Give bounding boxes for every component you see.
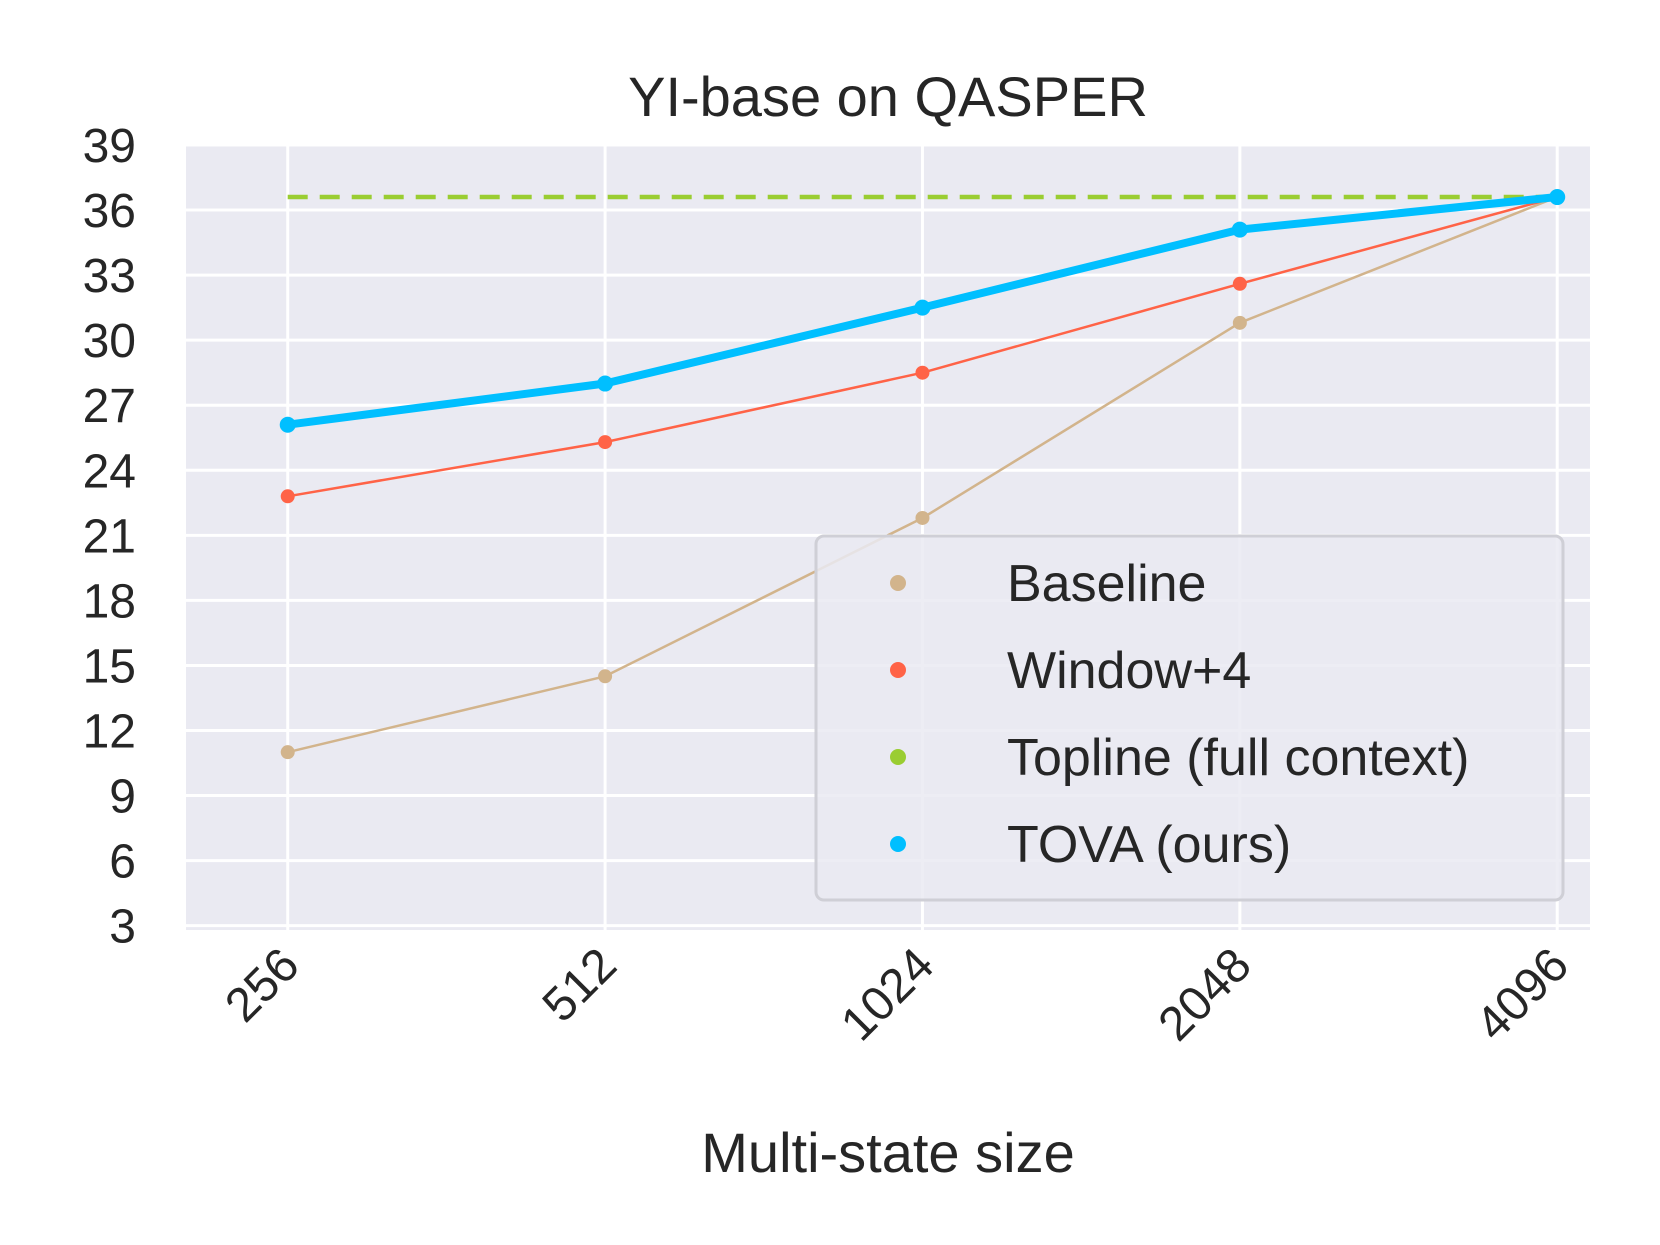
data-point-baseline: [915, 510, 930, 525]
series-lines: [279, 189, 1566, 760]
data-point-baseline: [1232, 315, 1247, 330]
y-tick-label: 39: [83, 120, 136, 173]
x-tick-label: 4096: [1466, 938, 1579, 1051]
legend-label-window-4: Window+4: [1007, 642, 1251, 700]
chart-title: YI-base on QASPER: [628, 65, 1148, 128]
legend-marker-tova-ours: [890, 836, 906, 852]
y-tick-label: 9: [109, 771, 136, 824]
x-tick-label: 2048: [1149, 938, 1262, 1051]
y-tick-label: 27: [83, 380, 136, 433]
legend: Baseline Window+4 Topline (full context) TO…: [814, 534, 1565, 902]
legend-label-baseline: Baseline: [1007, 555, 1206, 613]
data-point-tova-ours: [279, 416, 296, 433]
data-point-window-4: [1232, 276, 1247, 291]
y-tick-label: 3: [109, 901, 136, 954]
y-tick-label: 30: [83, 315, 136, 368]
data-point-tova-ours: [1231, 221, 1248, 238]
y-tick-label: 15: [83, 640, 136, 693]
legend-marker-window-4: [890, 662, 906, 678]
y-tick-label: 12: [83, 705, 136, 758]
data-point-window-4: [915, 365, 930, 380]
series-tova-ours: [279, 189, 1566, 433]
legend-label-tova-ours: TOVA (ours): [1007, 816, 1291, 874]
legend-marker-topline-full-context: [890, 749, 906, 765]
y-tick-label: 36: [83, 185, 136, 238]
y-tick-label: 21: [83, 510, 136, 563]
data-point-window-4: [598, 435, 613, 450]
x-tick-label: 512: [533, 938, 627, 1032]
data-point-baseline: [598, 669, 613, 684]
y-tick-label: 6: [109, 836, 136, 889]
data-point-baseline: [280, 745, 295, 760]
y-tick-label: 33: [83, 250, 136, 303]
data-point-tova-ours: [914, 299, 931, 316]
data-point-tova-ours: [1549, 189, 1566, 206]
y-tick-label: 18: [83, 575, 136, 628]
legend-box: [814, 534, 1565, 902]
y-tick-label: 24: [83, 445, 136, 498]
x-tick-label: 1024: [831, 938, 944, 1051]
x-axis-label: Multi-state size: [701, 1121, 1074, 1184]
legend-marker-baseline: [890, 575, 906, 591]
legend-label-topline-full-context: Topline (full context): [1007, 729, 1469, 787]
x-tick-label: 256: [215, 938, 309, 1032]
data-point-tova-ours: [597, 375, 614, 392]
data-point-window-4: [280, 489, 295, 504]
